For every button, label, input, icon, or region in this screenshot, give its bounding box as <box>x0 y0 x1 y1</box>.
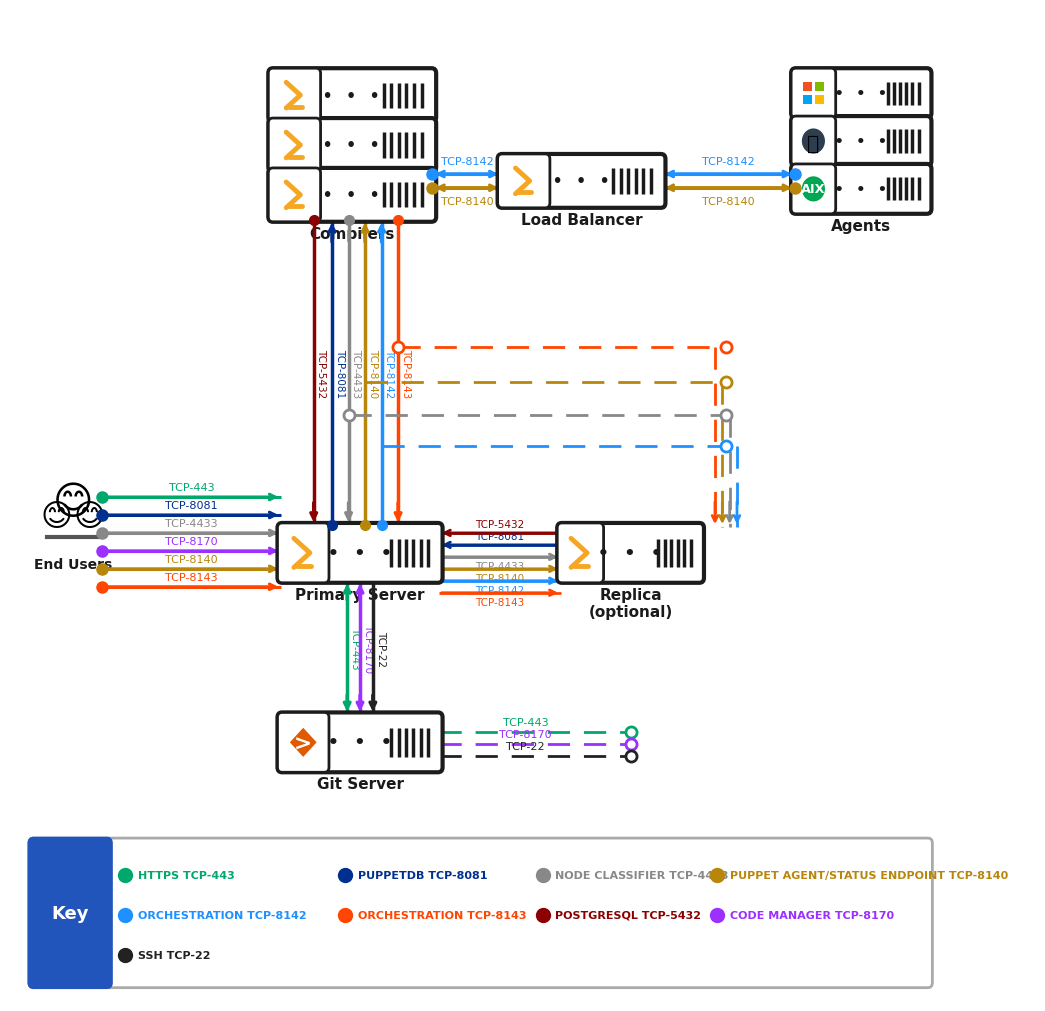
Text: 😊: 😊 <box>73 502 106 532</box>
FancyBboxPatch shape <box>29 838 112 988</box>
Text: TCP-8143: TCP-8143 <box>475 598 525 608</box>
Bar <box>804 96 812 105</box>
Text: Git Server: Git Server <box>317 776 403 792</box>
Bar <box>815 83 823 92</box>
FancyBboxPatch shape <box>791 69 836 119</box>
Text: CODE MANAGER TCP-8170: CODE MANAGER TCP-8170 <box>729 910 893 920</box>
Text: ORCHESTRATION TCP-8143: ORCHESTRATION TCP-8143 <box>358 910 527 920</box>
FancyBboxPatch shape <box>497 155 666 208</box>
Text: TCP-8142: TCP-8142 <box>441 157 493 167</box>
Text: TCP-8140: TCP-8140 <box>368 349 378 397</box>
Text: •  •  •: • • • <box>834 85 887 103</box>
Text: •  •  •: • • • <box>326 733 392 752</box>
Text: TCP-443: TCP-443 <box>503 718 549 728</box>
Bar <box>815 96 823 105</box>
FancyBboxPatch shape <box>791 165 836 214</box>
Text: TCP-4433: TCP-4433 <box>165 519 218 529</box>
Text: TCP-8142: TCP-8142 <box>385 349 394 397</box>
FancyBboxPatch shape <box>278 713 329 772</box>
Text: TCP-8143: TCP-8143 <box>401 349 411 397</box>
Text: TCP-22: TCP-22 <box>375 630 386 666</box>
Text: TCP-8140: TCP-8140 <box>441 196 493 206</box>
FancyBboxPatch shape <box>269 169 436 222</box>
Text: •  •  •: • • • <box>834 132 887 151</box>
Text: TCP-8142: TCP-8142 <box>475 585 525 595</box>
Text: Load Balancer: Load Balancer <box>520 212 643 227</box>
Text: TCP-8081: TCP-8081 <box>334 349 345 397</box>
Text: AIX: AIX <box>802 183 826 196</box>
Text: TCP-5432: TCP-5432 <box>317 349 326 397</box>
Text: TCP-8143: TCP-8143 <box>165 572 218 582</box>
Text: PUPPET AGENT/STATUS ENDPOINT TCP-8140: PUPPET AGENT/STATUS ENDPOINT TCP-8140 <box>729 870 1008 881</box>
Text: •  •  •: • • • <box>552 172 610 191</box>
Text: PUPPETDB TCP-8081: PUPPETDB TCP-8081 <box>358 870 488 881</box>
Text: •  •  •: • • • <box>323 87 380 105</box>
FancyBboxPatch shape <box>269 69 321 123</box>
Text: 😊: 😊 <box>52 483 93 522</box>
FancyBboxPatch shape <box>557 524 704 583</box>
Circle shape <box>802 177 825 202</box>
Text: •  •  •: • • • <box>323 186 380 205</box>
Text: ORCHESTRATION TCP-8142: ORCHESTRATION TCP-8142 <box>138 910 306 920</box>
Text: TCP-8170: TCP-8170 <box>165 537 218 546</box>
Text: SSH TCP-22: SSH TCP-22 <box>138 949 210 959</box>
Text: TCP-4433: TCP-4433 <box>351 349 362 397</box>
Text: Agents: Agents <box>831 218 891 234</box>
Polygon shape <box>288 726 319 759</box>
Text: TCP-8140: TCP-8140 <box>702 196 754 206</box>
Text: TCP-8081: TCP-8081 <box>165 500 218 511</box>
Text: •  •  •: • • • <box>834 181 887 199</box>
Text: •  •  •: • • • <box>597 543 663 563</box>
Text: Primary Server: Primary Server <box>296 587 424 603</box>
Text: TCP-443: TCP-443 <box>169 482 214 492</box>
FancyBboxPatch shape <box>497 155 550 208</box>
FancyBboxPatch shape <box>557 524 604 583</box>
FancyBboxPatch shape <box>791 69 931 119</box>
Text: •  •  •: • • • <box>323 136 380 156</box>
Text: TCP-8170: TCP-8170 <box>500 730 552 740</box>
Text: TCP-8140: TCP-8140 <box>165 554 218 564</box>
Text: TCP-8081: TCP-8081 <box>475 532 525 541</box>
Text: TCP-8170: TCP-8170 <box>363 624 373 672</box>
FancyBboxPatch shape <box>29 838 932 988</box>
FancyBboxPatch shape <box>791 117 931 167</box>
Text: TCP-8140: TCP-8140 <box>475 573 525 583</box>
Text: TCP-4433: TCP-4433 <box>475 561 525 571</box>
FancyBboxPatch shape <box>278 713 443 772</box>
Text: End Users: End Users <box>33 557 112 571</box>
Text: •  •  •: • • • <box>326 543 392 563</box>
FancyBboxPatch shape <box>269 69 436 123</box>
Text: TCP-443: TCP-443 <box>350 627 359 669</box>
Text: Key: Key <box>51 904 89 922</box>
FancyBboxPatch shape <box>791 117 836 167</box>
Circle shape <box>802 129 825 155</box>
FancyBboxPatch shape <box>269 119 321 173</box>
FancyBboxPatch shape <box>278 524 329 583</box>
Text: NODE CLASSIFIER TCP-4433: NODE CLASSIFIER TCP-4433 <box>555 870 729 881</box>
Text: 🐧: 🐧 <box>808 134 819 154</box>
FancyBboxPatch shape <box>791 165 931 214</box>
Bar <box>804 83 812 92</box>
Text: TCP-8142: TCP-8142 <box>702 157 754 167</box>
Text: >: > <box>294 734 312 753</box>
Text: HTTPS TCP-443: HTTPS TCP-443 <box>138 870 235 881</box>
Text: Compilers: Compilers <box>309 226 395 242</box>
FancyBboxPatch shape <box>278 524 443 583</box>
Text: POSTGRESQL TCP-5432: POSTGRESQL TCP-5432 <box>555 910 701 920</box>
Text: TCP-22: TCP-22 <box>506 742 544 751</box>
Text: TCP-5432: TCP-5432 <box>475 520 525 530</box>
FancyBboxPatch shape <box>269 119 436 173</box>
FancyBboxPatch shape <box>269 169 321 222</box>
Text: 😊: 😊 <box>41 502 72 532</box>
Text: Replica
(optional): Replica (optional) <box>588 587 673 620</box>
